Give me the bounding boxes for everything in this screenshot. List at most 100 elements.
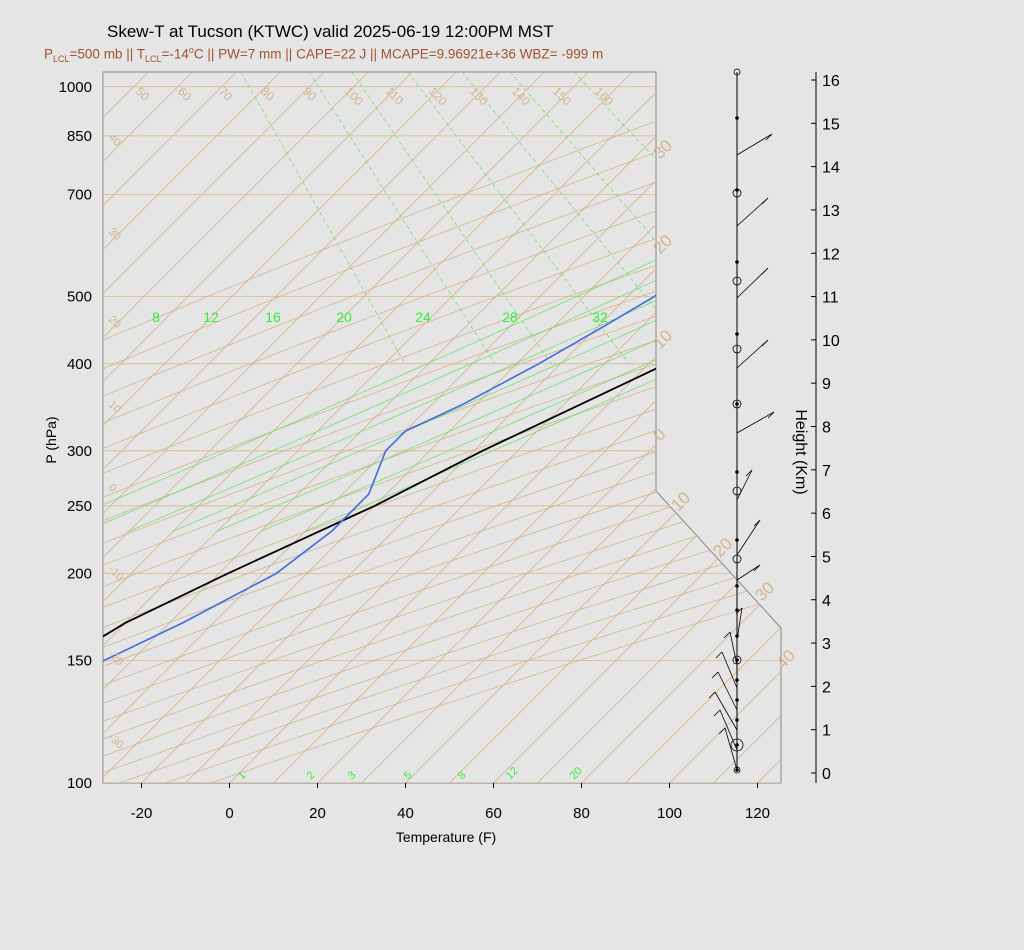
dry-adiabat [103, 72, 781, 783]
axes-layer: 100 150 200 250 300 400 500 700 850 1000 -20 0 20 40 6… [59, 79, 770, 822]
dry-adiabat [103, 72, 781, 783]
height-tick-label: 13 [822, 203, 840, 220]
height-tick-label: 4 [822, 593, 831, 610]
moist-adiabat [305, 72, 781, 532]
isotherm-line [846, 72, 1024, 783]
lcl-t-sub: LCL [144, 54, 162, 65]
moist-adiabat-label: 24 [415, 309, 431, 325]
isotherm-line [103, 72, 457, 783]
isotherm-line [103, 72, 281, 783]
wind-circle [732, 399, 742, 409]
moist-adiabat [103, 72, 781, 532]
wind-circle [730, 738, 744, 752]
wind-dot [735, 634, 739, 638]
dry-adiabat [103, 72, 781, 783]
x-tick-label: 100 [657, 805, 682, 822]
isotherm-line [103, 72, 633, 783]
lcl-t-label: T [136, 46, 145, 62]
wind-dot [735, 718, 739, 722]
mixing-ratio-line [308, 72, 496, 365]
isotherm-line [802, 72, 1024, 783]
moist-adiabat-label: 20 [336, 309, 352, 325]
moist-adiabat-label: 32 [592, 309, 608, 325]
y-tick-label: 400 [67, 356, 92, 373]
moist-adiabat-label: 8 [152, 309, 160, 325]
wind-dot [735, 116, 739, 120]
temperature-line [103, 88, 781, 783]
dry-adiabat [103, 72, 781, 783]
chart-subtitle: PLCL=500 mb || TLCL=-14oC || PW=7 mm || … [44, 45, 603, 64]
height-tick-label: 10 [822, 333, 840, 350]
isotherm-line [625, 72, 781, 783]
moist-adiabat-label: 28 [502, 309, 518, 325]
lcl-p-sub: LCL [53, 54, 70, 65]
wind-barb-flag [753, 564, 761, 572]
y-tick-label: 700 [67, 187, 92, 204]
chart-title: Skew-T at Tucson (KTWC) valid 2025-06-19… [107, 22, 554, 41]
lcl-p-label: P [44, 46, 54, 62]
wind-barb [736, 607, 743, 641]
degree-sign: o [188, 45, 194, 55]
isotherm-line [493, 72, 781, 783]
isotherm-line [537, 72, 781, 783]
isotherm-line [581, 72, 781, 783]
y-tick-label: 500 [67, 288, 92, 305]
height-tick-label: 8 [822, 420, 831, 437]
x-tick-label: 60 [485, 805, 502, 822]
wind-dot [735, 584, 739, 588]
wind-barb [736, 564, 761, 581]
wind-barb [736, 469, 753, 501]
moist-adiabat [173, 72, 781, 532]
x-tick-label: 120 [745, 805, 770, 822]
isotherm-line [273, 72, 781, 783]
dry-adiabat [103, 72, 781, 783]
x-tick-label: -20 [131, 805, 153, 822]
wind-barb [736, 519, 761, 556]
wind-barb [714, 691, 738, 731]
wind-barb [717, 671, 738, 711]
wind-dot [735, 538, 739, 542]
wind-barb [721, 651, 738, 689]
wind-barb-flag [715, 651, 723, 659]
dry-adiabat [103, 72, 781, 783]
height-tick-label: 6 [822, 506, 831, 523]
isotherm-line [103, 72, 237, 783]
dry-adiabat [103, 72, 781, 783]
dry-adiabat [103, 72, 781, 783]
dry-adiabat [103, 72, 781, 783]
wind-dot [735, 470, 739, 474]
mixing-ratio-line [509, 72, 763, 365]
x-tick-label: 20 [309, 805, 326, 822]
isotherm-line [103, 72, 721, 783]
wind-barb-flag [708, 691, 716, 699]
wind-barb-flag [761, 339, 769, 347]
wind-circle [732, 344, 742, 354]
wind-barb-flag [723, 631, 731, 639]
isotherm-line [103, 72, 325, 783]
height-tick-label: 3 [822, 636, 831, 653]
isotherm-line [103, 72, 589, 783]
moist-adiabat-label: 12 [203, 309, 219, 325]
height-tick-label: 5 [822, 549, 831, 566]
wind-barb-flag [745, 469, 753, 477]
lcl-p-value: =500 mb || [69, 46, 137, 62]
height-tick-label: 9 [822, 376, 831, 393]
wind-barb [729, 631, 738, 666]
y-tick-label: 200 [67, 565, 92, 582]
height-tick-label: 7 [822, 463, 831, 480]
isotherm-line [103, 72, 369, 783]
dewpoint-line [103, 110, 781, 705]
y-tick-label: 300 [67, 443, 92, 460]
dry-adiabat [103, 72, 781, 783]
isotherm-line [103, 72, 501, 783]
wind-barb [736, 411, 775, 434]
wind-dot [735, 698, 739, 702]
wind-dot [735, 260, 739, 264]
isotherm-line [103, 72, 677, 783]
isotherm-line [103, 72, 413, 783]
moist-adiabat [217, 72, 781, 532]
wind-barb [736, 133, 773, 156]
wind-barb-flag [767, 411, 775, 419]
